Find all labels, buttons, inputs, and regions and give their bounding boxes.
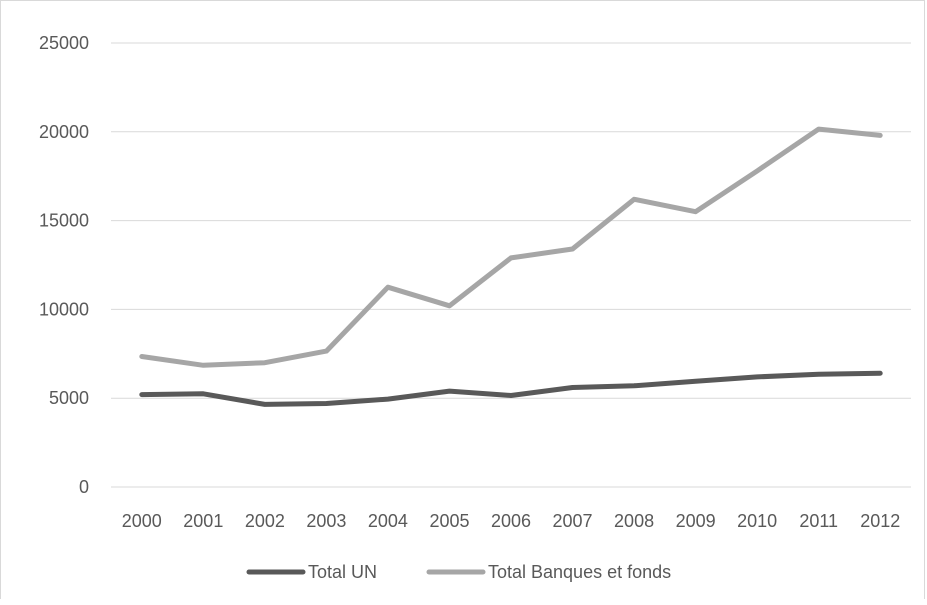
y-tick-label: 15000 [39,211,89,231]
x-tick-label: 2002 [245,511,285,531]
series-line [142,129,880,365]
y-tick-label: 10000 [39,299,89,319]
x-tick-label: 2001 [183,511,223,531]
x-tick-label: 2012 [860,511,900,531]
series-line [142,373,880,404]
y-tick-label: 20000 [39,122,89,142]
x-tick-label: 2009 [676,511,716,531]
y-tick-label: 25000 [39,33,89,53]
legend: Total UN Total Banques et fonds [249,562,671,582]
x-tick-label: 2010 [737,511,777,531]
y-tick-label: 5000 [49,388,89,408]
x-axis-tick-labels: 2000 2001 2002 2003 2004 2005 2006 2007 2008 2009… [122,511,901,531]
x-tick-label: 2005 [429,511,469,531]
x-tick-label: 2003 [306,511,346,531]
legend-label: Total UN [308,562,377,582]
x-tick-label: 2006 [491,511,531,531]
y-axis-tick-labels: 0 5000 10000 15000 20000 25000 [39,33,89,497]
gridlines [111,43,911,487]
x-tick-label: 2011 [799,511,838,531]
x-tick-label: 2007 [553,511,593,531]
legend-label: Total Banques et fonds [488,562,671,582]
x-tick-label: 2000 [122,511,162,531]
y-tick-label: 0 [79,477,89,497]
series-lines [142,129,880,404]
x-tick-label: 2004 [368,511,408,531]
x-tick-label: 2008 [614,511,654,531]
